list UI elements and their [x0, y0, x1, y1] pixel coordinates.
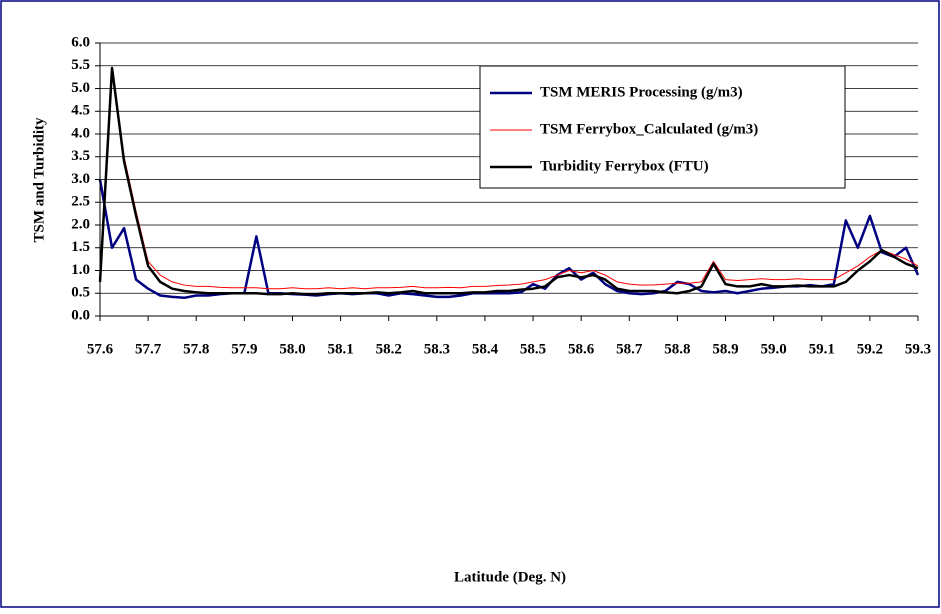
x-tick-label: 57.6	[87, 341, 114, 357]
y-tick-label: 0.0	[71, 307, 90, 323]
x-tick-label: 58.0	[279, 341, 305, 357]
y-tick-label: 3.0	[71, 171, 90, 187]
legend-label: TSM Ferrybox_Calculated (g/m3)	[540, 121, 758, 137]
y-tick-label: 1.0	[71, 262, 90, 278]
legend-label: TSM MERIS Processing (g/m3)	[540, 84, 743, 100]
x-tick-label: 59.3	[905, 341, 931, 357]
x-tick-label: 57.7	[135, 341, 162, 357]
x-tick-label: 58.6	[568, 341, 595, 357]
y-tick-label: 6.0	[71, 34, 90, 50]
x-tick-label: 58.8	[664, 341, 690, 357]
y-tick-label: 2.0	[71, 216, 90, 232]
x-tick-label: 58.9	[712, 341, 738, 357]
x-tick-label: 57.8	[183, 341, 209, 357]
y-tick-label: 5.5	[71, 57, 90, 73]
x-tick-label: 58.3	[424, 341, 450, 357]
y-tick-label: 1.5	[71, 239, 90, 255]
x-tick-label: 58.1	[327, 341, 353, 357]
series-line	[99, 69, 919, 290]
x-tick-label: 58.2	[376, 341, 402, 357]
x-tick-label: 59.1	[809, 341, 835, 357]
series-line	[98, 66, 919, 296]
y-tick-label: 3.5	[71, 148, 90, 164]
y-tick-label: 4.5	[71, 103, 90, 119]
y-tick-label: 4.0	[71, 125, 90, 141]
y-axis-label: TSM and Turbidity	[31, 117, 47, 243]
legend-box	[479, 65, 846, 189]
y-tick-label: 0.5	[71, 285, 90, 301]
x-tick-label: 59.2	[857, 341, 883, 357]
legend-label: Turbidity Ferrybox (FTU)	[540, 158, 709, 174]
x-tick-label: 58.4	[472, 341, 499, 357]
x-tick-label: 58.5	[520, 341, 546, 357]
x-tick-label: 59.0	[761, 341, 787, 357]
x-axis-label: Latitude (Deg. N)	[454, 569, 566, 585]
y-tick-label: 5.0	[71, 80, 90, 96]
x-tick-label: 57.9	[231, 341, 257, 357]
x-tick-label: 58.7	[616, 341, 643, 357]
y-tick-label: 2.5	[71, 194, 90, 210]
